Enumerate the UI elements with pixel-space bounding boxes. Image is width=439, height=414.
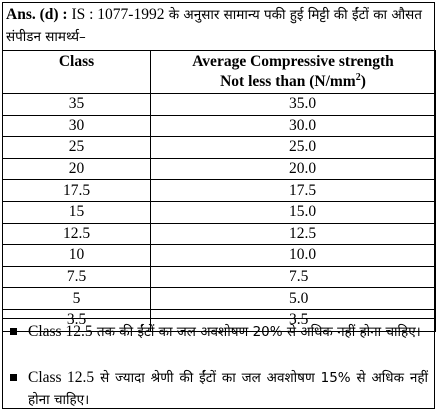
strength-cell: 25.0 <box>150 136 436 159</box>
answer-header: Ans. (d) : IS : 1077-1992 के अनुसार सामा… <box>6 4 431 48</box>
table-header-row: Class Average Compressive strength Not l… <box>2 50 436 94</box>
table-row: 5 5.0 <box>2 287 436 310</box>
table-row: 35 35.0 <box>2 93 436 116</box>
strength-cell: 20.0 <box>150 157 436 181</box>
class-cell: 15 <box>2 200 151 224</box>
notes-section: Class 12.5 तक की ईंटों का जल अवशोषण 20% … <box>2 318 435 409</box>
class-cell: 35 <box>2 93 151 116</box>
class-cell: 20 <box>2 157 151 181</box>
strength-cell: 35.0 <box>150 93 436 116</box>
answer-description: के अनुसार सामान्य पकी हुई मिट्टी की ईंटो… <box>6 7 422 45</box>
strength-cell: 10.0 <box>150 244 436 267</box>
strength-header-line1: Average Compressive strength <box>192 53 394 70</box>
column-header-class: Class <box>2 50 151 94</box>
class-cell: 12.5 <box>2 222 151 246</box>
answer-label: Ans. (d) : <box>6 6 68 23</box>
class-cell: 10 <box>2 244 151 267</box>
table-row: 20 20.0 <box>2 157 436 181</box>
table-body: 35 35.0 30 30.0 25 25.0 20 20.0 17.5 17.5 15 15.0 12… <box>2 93 436 332</box>
strength-table: Class Average Compressive strength Not l… <box>2 50 436 332</box>
table-row: 12.5 12.5 <box>2 222 436 246</box>
note-text: Class 12.5 से ज्यादा श्रेणी की ईंटों का … <box>28 369 429 408</box>
class-cell: 30 <box>2 114 151 138</box>
note-text: Class 12.5 तक की ईंटों का जल अवशोषण 20% … <box>28 323 421 340</box>
strength-cell: 17.5 <box>150 179 436 202</box>
table-row: 30 30.0 <box>2 114 436 138</box>
strength-cell: 7.5 <box>150 265 436 289</box>
table-row: 10 10.0 <box>2 244 436 267</box>
table-row: 3.5 3.5 <box>2 308 436 332</box>
column-header-strength: Average Compressive strength Not less th… <box>150 50 436 94</box>
table-row: 17.5 17.5 <box>2 179 436 202</box>
table-row: 7.5 7.5 <box>2 265 436 289</box>
square-bullet-icon <box>10 374 17 381</box>
note-item: Class 12.5 तक की ईंटों का जल अवशोषण 20% … <box>10 321 428 343</box>
class-cell: 5 <box>2 287 151 310</box>
table-row: 25 25.0 <box>2 136 436 159</box>
standard-code: IS : 1077-1992 <box>67 6 165 23</box>
strength-cell: 30.0 <box>150 114 436 138</box>
class-cell: 7.5 <box>2 265 151 289</box>
note-item: Class 12.5 से ज्यादा श्रेणी की ईंटों का … <box>10 367 428 411</box>
square-bullet-icon <box>10 328 17 335</box>
class-cell: 17.5 <box>2 179 151 202</box>
strength-cell: 5.0 <box>150 287 436 310</box>
class-cell: 25 <box>2 136 151 159</box>
strength-header-line2: Not less than (N/mm2) <box>220 71 366 90</box>
strength-cell: 3.5 <box>150 308 436 332</box>
table-row: 15 15.0 <box>2 200 436 224</box>
strength-cell: 12.5 <box>150 222 436 246</box>
strength-cell: 15.0 <box>150 200 436 224</box>
